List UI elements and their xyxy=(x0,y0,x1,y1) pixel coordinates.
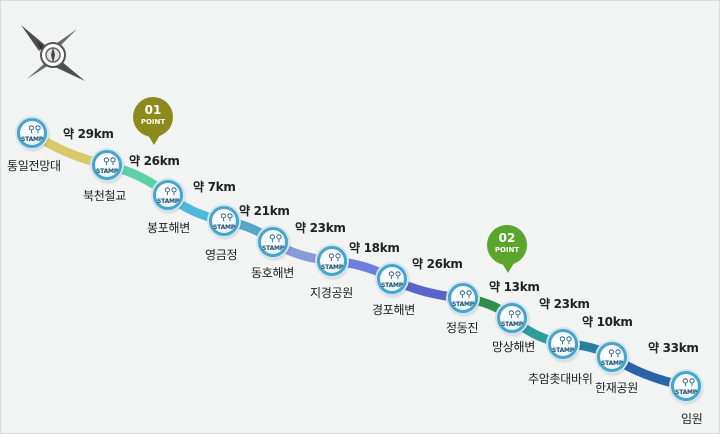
bicycle-icon: ⚲⚲ xyxy=(459,290,473,300)
distance-label: 약 21km xyxy=(239,204,290,218)
stamp-label: STAMP xyxy=(21,136,43,143)
stamp-label: STAMP xyxy=(452,301,474,308)
compass-rose-icon xyxy=(21,25,85,81)
station-name: 임원 xyxy=(681,412,703,426)
bicycle-icon: ⚲⚲ xyxy=(559,336,573,346)
stamp-badge: ⚲⚲ STAMP xyxy=(153,180,183,210)
point-marker-02: 02 POINT xyxy=(487,225,527,273)
bicycle-icon: ⚲⚲ xyxy=(388,271,402,281)
station-name: 한재공원 xyxy=(595,381,638,395)
bicycle-icon: ⚲⚲ xyxy=(269,234,283,244)
distance-label: 약 26km xyxy=(412,257,463,271)
bicycle-icon: ⚲⚲ xyxy=(164,187,178,197)
station-name: 경포해변 xyxy=(372,303,415,317)
stamp-badge: ⚲⚲ STAMP xyxy=(17,118,47,148)
bicycle-icon: ⚲⚲ xyxy=(103,157,117,167)
bicycle-icon: ⚲⚲ xyxy=(682,378,696,388)
distance-label: 약 10km xyxy=(582,315,633,329)
station-name: 영금정 xyxy=(205,248,238,262)
distance-label: 약 29km xyxy=(63,127,114,141)
point-text: POINT xyxy=(140,118,166,126)
distance-label: 약 18km xyxy=(349,241,400,255)
stamp-badge: ⚲⚲ STAMP xyxy=(317,246,347,276)
station-name: 북천철교 xyxy=(83,189,126,203)
stamp-label: STAMP xyxy=(321,264,343,271)
station-name: 정동진 xyxy=(446,321,479,335)
stamp-label: STAMP xyxy=(157,198,179,205)
stamp-label: STAMP xyxy=(213,224,235,231)
point-number: 01 xyxy=(144,103,162,117)
stamp-label: STAMP xyxy=(675,389,697,396)
point-number: 02 xyxy=(498,231,516,245)
station-name: 동호해변 xyxy=(251,266,294,280)
stamp-badge: ⚲⚲ STAMP xyxy=(258,227,288,257)
stamp-badge: ⚲⚲ STAMP xyxy=(209,206,239,236)
point-text: POINT xyxy=(494,246,520,254)
stamp-badge: ⚲⚲ STAMP xyxy=(671,371,701,401)
stamp-label: STAMP xyxy=(262,245,284,252)
stamp-label: STAMP xyxy=(552,347,574,354)
distance-label: 약 7km xyxy=(193,180,236,194)
stamp-badge: ⚲⚲ STAMP xyxy=(497,303,527,333)
bicycle-icon: ⚲⚲ xyxy=(220,213,234,223)
stamp-badge: ⚲⚲ STAMP xyxy=(92,150,122,180)
station-name: 망상해변 xyxy=(492,340,535,354)
station-name: 통일전망대 xyxy=(7,159,61,173)
stamp-badge: ⚲⚲ STAMP xyxy=(548,329,578,359)
stamp-label: STAMP xyxy=(381,282,403,289)
stamp-badge: ⚲⚲ STAMP xyxy=(377,264,407,294)
distance-label: 약 23km xyxy=(295,221,346,235)
bicycle-icon: ⚲⚲ xyxy=(608,349,622,359)
stamp-label: STAMP xyxy=(96,168,118,175)
stamp-badge: ⚲⚲ STAMP xyxy=(448,283,478,313)
station-name: 추암촛대바위 xyxy=(528,372,593,386)
bicycle-icon: ⚲⚲ xyxy=(508,310,522,320)
stamp-badge: ⚲⚲ STAMP xyxy=(597,342,627,372)
distance-label: 약 23km xyxy=(539,297,590,311)
distance-label: 약 26km xyxy=(129,154,180,168)
bicycle-icon: ⚲⚲ xyxy=(328,253,342,263)
distance-label: 약 13km xyxy=(489,280,540,294)
station-name: 지경공원 xyxy=(310,286,353,300)
stamp-label: STAMP xyxy=(601,360,623,367)
station-name: 봉포해변 xyxy=(147,221,190,235)
stamp-label: STAMP xyxy=(501,321,523,328)
bicycle-icon: ⚲⚲ xyxy=(28,125,42,135)
distance-label: 약 33km xyxy=(648,341,699,355)
point-marker-01: 01 POINT xyxy=(133,97,173,145)
